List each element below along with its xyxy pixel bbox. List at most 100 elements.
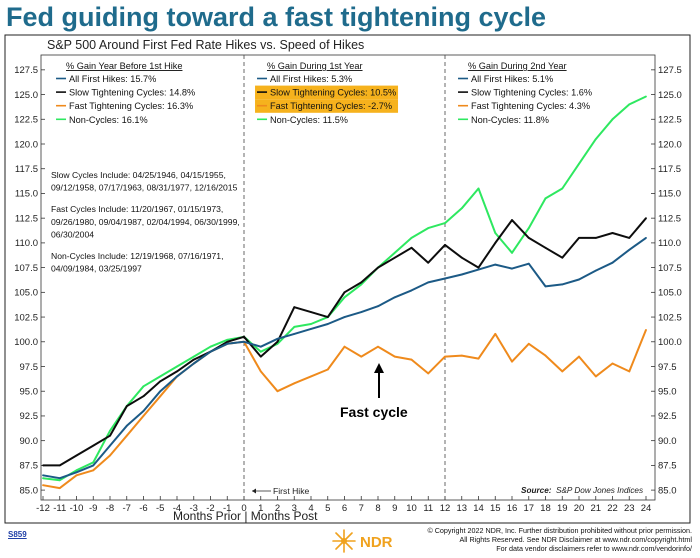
x-tick-label: 14 [473, 503, 484, 514]
legend-entry: All First Hikes: 15.7% [69, 74, 156, 84]
data-point-slow-tightening-cycles [343, 291, 346, 294]
data-point-slow-tightening-cycles [293, 306, 296, 309]
data-point-slow-tightening-cycles [511, 219, 513, 222]
y-tick-label-right: 100.0 [658, 337, 682, 348]
x-tick-label: 21 [590, 503, 601, 514]
data-point-fast-tightening-cycles [276, 390, 279, 393]
y-tick-label-left: 127.5 [14, 65, 38, 76]
chart-id-link[interactable]: S859 [8, 530, 27, 539]
data-point-non-cycles [58, 479, 61, 482]
x-tick-label: 1 [258, 503, 263, 514]
note-line: 09/12/1958, 07/17/1963, 08/31/1977, 12/1… [51, 183, 238, 193]
data-point-all-first-hikes [109, 444, 111, 447]
x-tick-label: 10 [406, 503, 417, 514]
copyright-line-3: For data vendor disclaimers refer to www… [496, 544, 692, 553]
data-point-slow-tightening-cycles [92, 444, 95, 447]
y-tick-label-left: 90.0 [20, 436, 39, 447]
data-point-non-cycles [477, 187, 480, 190]
data-point-slow-tightening-cycles [276, 340, 279, 343]
data-point-fast-tightening-cycles [343, 345, 346, 348]
data-point-all-first-hikes [243, 340, 245, 343]
data-point-non-cycles [92, 461, 95, 464]
legend-heading: % Gain Year Before 1st Hike [66, 61, 182, 71]
legend-entry: Slow Tightening Cycles: 10.5% [270, 88, 396, 98]
data-point-fast-tightening-cycles [42, 484, 44, 487]
data-point-all-first-hikes [125, 424, 128, 427]
page-headline: Fed guiding toward a fast tightening cyc… [6, 2, 547, 32]
data-point-all-first-hikes [42, 474, 44, 477]
x-tick-label: 17 [523, 503, 534, 514]
data-point-non-cycles [444, 222, 446, 225]
data-point-all-first-hikes [58, 477, 61, 480]
data-point-all-first-hikes [209, 350, 212, 353]
y-tick-label-right: 102.5 [658, 312, 682, 323]
data-point-non-cycles [645, 95, 647, 98]
data-point-fast-tightening-cycles [594, 375, 597, 378]
notes-layer: Slow Cycles Include: 04/25/1946, 04/15/1… [51, 170, 240, 274]
data-point-slow-tightening-cycles [444, 244, 446, 246]
legend-highlight [255, 99, 399, 113]
source-text: S&P Dow Jones Indices [556, 486, 643, 495]
data-point-fast-tightening-cycles [377, 345, 379, 348]
legend-entry: All First Hikes: 5.3% [270, 74, 352, 84]
data-point-non-cycles [511, 251, 513, 254]
legend-entry: All First Hikes: 5.1% [471, 74, 553, 84]
data-point-fast-tightening-cycles [645, 329, 647, 331]
x-tick-label: 2 [275, 503, 280, 514]
data-point-fast-tightening-cycles [125, 434, 128, 437]
y-tick-label-left: 105.0 [14, 288, 38, 299]
x-tick-label: 3 [292, 503, 297, 514]
copyright-line-1: © Copyright 2022 NDR, Inc. Further distr… [427, 526, 692, 535]
note-line: 06/30/2004 [51, 229, 94, 239]
data-point-all-first-hikes [611, 261, 614, 264]
y-tick-label-right: 97.5 [658, 362, 677, 373]
y-tick-label-right: 122.5 [658, 115, 682, 126]
data-point-slow-tightening-cycles [259, 355, 262, 358]
data-point-non-cycles [142, 385, 145, 388]
data-point-slow-tightening-cycles [360, 281, 363, 284]
data-point-non-cycles [628, 103, 631, 106]
data-point-all-first-hikes [276, 337, 279, 340]
data-point-non-cycles [594, 138, 597, 141]
legend-entry: Slow Tightening Cycles: 14.8% [69, 88, 195, 98]
note-line: 09/26/1980, 09/04/1987, 02/04/1994, 06/3… [51, 217, 240, 227]
data-point-all-first-hikes [645, 237, 647, 239]
plot-area [40, 54, 656, 501]
x-tick-label: 11 [423, 503, 433, 514]
x-tick-label: -9 [89, 503, 97, 514]
data-point-fast-tightening-cycles [109, 454, 111, 457]
x-tick-label: -11 [53, 503, 66, 514]
legend-entry: Non-Cycles: 16.1% [69, 115, 148, 125]
y-tick-label-right: 125.0 [658, 90, 682, 101]
data-point-non-cycles [561, 187, 564, 190]
data-point-slow-tightening-cycles [326, 316, 329, 318]
y-tick-label-right: 110.0 [658, 238, 681, 249]
data-point-slow-tightening-cycles [42, 464, 44, 467]
data-point-slow-tightening-cycles [243, 335, 245, 338]
y-tick-label-left: 120.0 [14, 139, 38, 150]
data-point-fast-tightening-cycles [527, 342, 530, 345]
data-point-non-cycles [310, 323, 312, 325]
y-tick-label-left: 125.0 [14, 90, 38, 101]
x-tick-label: -4 [173, 503, 181, 514]
data-point-all-first-hikes [192, 362, 195, 365]
x-tick-label: -3 [190, 503, 198, 514]
data-point-slow-tightening-cycles [310, 311, 312, 313]
y-tick-label-right: 112.5 [658, 213, 681, 224]
y-tick-label-left: 87.5 [20, 461, 39, 472]
data-point-fast-tightening-cycles [494, 333, 497, 335]
data-point-slow-tightening-cycles [377, 266, 379, 269]
x-tick-label: 8 [375, 503, 380, 514]
data-point-slow-tightening-cycles [578, 237, 580, 239]
data-point-all-first-hikes [142, 410, 145, 412]
note-line: Non-Cycles Include: 12/19/1968, 07/16/19… [51, 251, 223, 261]
data-point-all-first-hikes [444, 277, 446, 280]
data-point-all-first-hikes [326, 323, 329, 325]
y-axis-right: 85.0 87.5 90.0 92.5 95.0 97.5 100.0 102.5 105.0 1… [651, 65, 682, 496]
data-point-fast-tightening-cycles [142, 415, 145, 417]
y-tick-label-left: 107.5 [14, 263, 38, 274]
data-point-slow-tightening-cycles [226, 340, 229, 343]
legend-entry: Fast Tightening Cycles: -2.7% [270, 101, 392, 111]
y-tick-label-left: 117.5 [15, 164, 38, 175]
x-tick-label: 20 [574, 503, 585, 514]
